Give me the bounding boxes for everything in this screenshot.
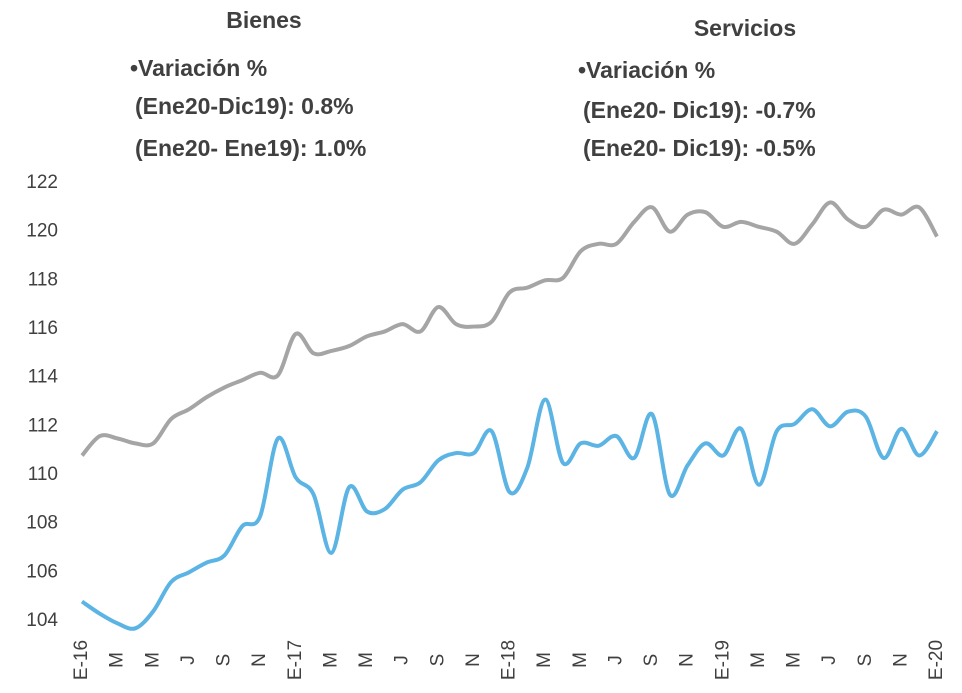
x-tick-label: S [855, 654, 876, 667]
x-tick-label: N [463, 653, 484, 667]
x-tick-label: E-17 [285, 640, 306, 680]
y-tick-label: 114 [28, 367, 59, 388]
annotation-line: (Ene20- Dic19): -0.7% [583, 97, 816, 123]
x-tick-label: M [748, 652, 769, 668]
annotation-title: Servicios [694, 15, 796, 41]
x-tick-label: M [356, 652, 377, 668]
y-tick-label: 120 [26, 221, 58, 242]
x-tick-label: E-18 [499, 640, 520, 680]
x-tick-label: J [605, 655, 626, 665]
x-tick-label: M [570, 652, 591, 668]
x-tick-label: E-19 [712, 640, 733, 680]
y-tick-label: 112 [28, 415, 58, 436]
y-tick-label: 116 [28, 318, 58, 339]
x-tick-label: M [107, 652, 128, 668]
y-tick-label: 104 [26, 610, 58, 631]
y-tick-label: 122 [26, 172, 58, 193]
annotation-line: •Variación % [578, 57, 715, 83]
x-tick-label: S [214, 654, 235, 667]
x-tick-label: M [142, 652, 163, 668]
x-tick-label: J [819, 655, 840, 665]
x-tick-label: N [249, 653, 270, 667]
x-tick-label: M [784, 652, 805, 668]
annotation-line: •Variación % [130, 55, 267, 81]
x-tick-label: J [178, 655, 199, 665]
x-tick-label: E-20 [926, 640, 947, 680]
annotation-line: (Ene20- Ene19): 1.0% [135, 135, 366, 161]
annotation-title: Bienes [226, 7, 301, 33]
y-tick-label: 108 [26, 513, 58, 534]
y-tick-label: 118 [28, 269, 58, 290]
x-tick-label: N [890, 653, 911, 667]
series-line [80, 397, 939, 631]
x-tick-label: E-16 [71, 640, 92, 680]
x-tick-label: M [534, 652, 555, 668]
annotation-line: (Ene20-Dic19): 0.8% [135, 93, 354, 119]
series-line [80, 200, 939, 457]
y-tick-label: 106 [26, 561, 58, 582]
x-tick-label: S [641, 654, 662, 667]
y-tick-label: 110 [28, 464, 58, 485]
x-tick-label: J [392, 655, 413, 665]
x-tick-label: N [677, 653, 698, 667]
x-tick-label: S [427, 654, 448, 667]
x-tick-label: M [320, 652, 341, 668]
annotation-line: (Ene20- Dic19): -0.5% [583, 135, 816, 161]
